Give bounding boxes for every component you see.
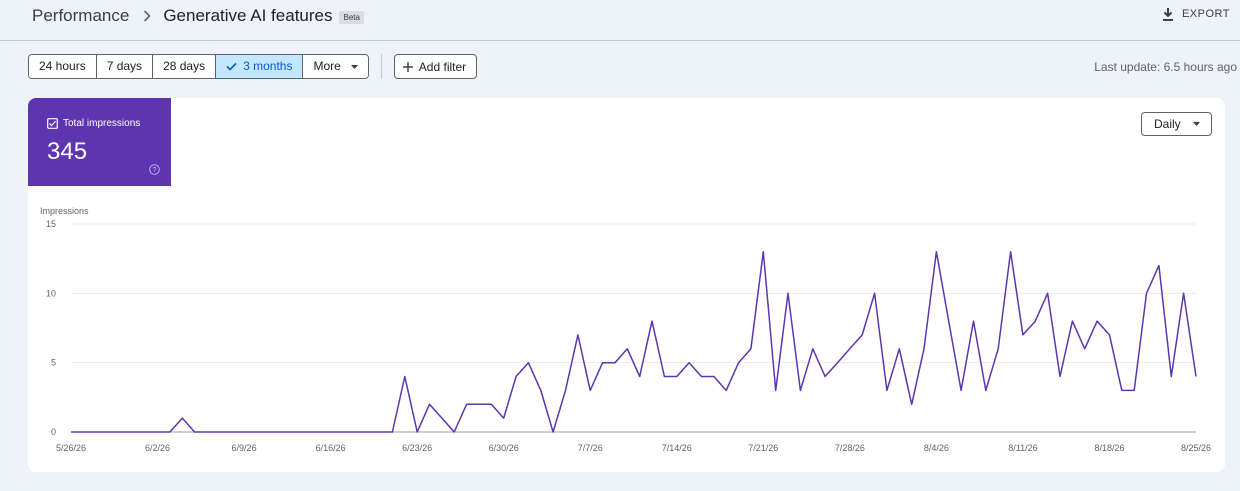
x-tick-label: 6/2/26 (145, 443, 170, 453)
add-filter-label: Add filter (418, 59, 467, 74)
metric-label: Total impressions (63, 118, 141, 129)
checkbox-checked-icon[interactable] (47, 118, 58, 129)
x-tick-label: 6/23/26 (402, 443, 432, 453)
export-label: EXPORT (1181, 8, 1230, 20)
more-ranges-button[interactable]: More (303, 55, 368, 78)
caret-down-icon (350, 64, 358, 69)
x-tick-label: 7/28/26 (835, 443, 865, 453)
x-tick-label: 6/16/26 (316, 443, 346, 453)
last-update-text: Last update: 6.5 hours ago (1094, 60, 1237, 74)
metric-label-row: Total impressions (47, 118, 140, 129)
check-icon (226, 62, 237, 71)
range-3-months-button[interactable]: 3 months (216, 55, 304, 78)
y-tick-label: 0 (51, 427, 56, 437)
range-label: 28 days (163, 59, 206, 73)
breadcrumb: Performance Generative AI features Beta (32, 6, 364, 26)
chevron-right-icon (143, 10, 151, 22)
page-header: Performance Generative AI features Beta … (0, 0, 1240, 41)
x-tick-label: 6/9/26 (232, 443, 257, 453)
x-tick-label: 8/11/26 (1008, 443, 1037, 453)
range-label: 7 days (106, 59, 143, 73)
range-7-days-button[interactable]: 7 days (96, 55, 154, 78)
y-axis-title: Impressions (40, 206, 89, 216)
filter-bar: 24 hours 7 days 28 days 3 months More Ad… (28, 54, 478, 79)
x-tick-label: 7/14/26 (662, 443, 692, 453)
toolbar-divider (380, 54, 382, 79)
granularity-dropdown[interactable]: Daily (1141, 112, 1212, 136)
caret-down-icon (1193, 122, 1200, 126)
range-label: 3 months (243, 59, 293, 73)
x-tick-label: 8/18/26 (1094, 443, 1124, 453)
x-tick-label: 8/25/26 (1181, 443, 1211, 453)
x-tick-label: 7/21/26 (748, 443, 778, 453)
granularity-label: Daily (1154, 117, 1181, 131)
performance-card: Total impressions 345 ? Daily Impression… (28, 98, 1225, 472)
breadcrumb-performance[interactable]: Performance (32, 6, 130, 25)
svg-text:?: ? (152, 165, 156, 174)
page-title: Generative AI features (163, 6, 333, 25)
y-tick-label: 10 (46, 288, 56, 298)
range-24-hours-button[interactable]: 24 hours (29, 55, 97, 78)
x-tick-label: 7/7/26 (578, 443, 603, 453)
impressions-series-line (71, 250, 1197, 433)
export-button[interactable]: EXPORT (1162, 7, 1230, 21)
x-tick-label: 6/30/26 (489, 443, 519, 453)
beta-badge: Beta (339, 10, 364, 24)
y-tick-label: 5 (51, 358, 56, 368)
y-tick-label: 15 (46, 219, 56, 229)
plus-icon (402, 61, 413, 72)
more-label: More (313, 59, 341, 73)
metric-value: 345 (47, 138, 88, 165)
x-tick-label: 5/26/26 (56, 443, 86, 453)
range-28-days-button[interactable]: 28 days (153, 55, 217, 78)
x-tick-label: 8/4/26 (924, 443, 949, 453)
help-circle-icon[interactable]: ? (149, 164, 160, 175)
add-filter-button[interactable]: Add filter (393, 54, 478, 79)
download-icon (1162, 8, 1173, 21)
range-label: 24 hours (39, 59, 86, 73)
impressions-line-chart: Impressions 0 5 10 15 5/26/26 6/2/26 6/9/26 6/… (40, 206, 1211, 453)
total-impressions-metric[interactable]: Total impressions 345 ? (28, 98, 171, 186)
date-range-selector: 24 hours 7 days 28 days 3 months More (28, 54, 369, 79)
